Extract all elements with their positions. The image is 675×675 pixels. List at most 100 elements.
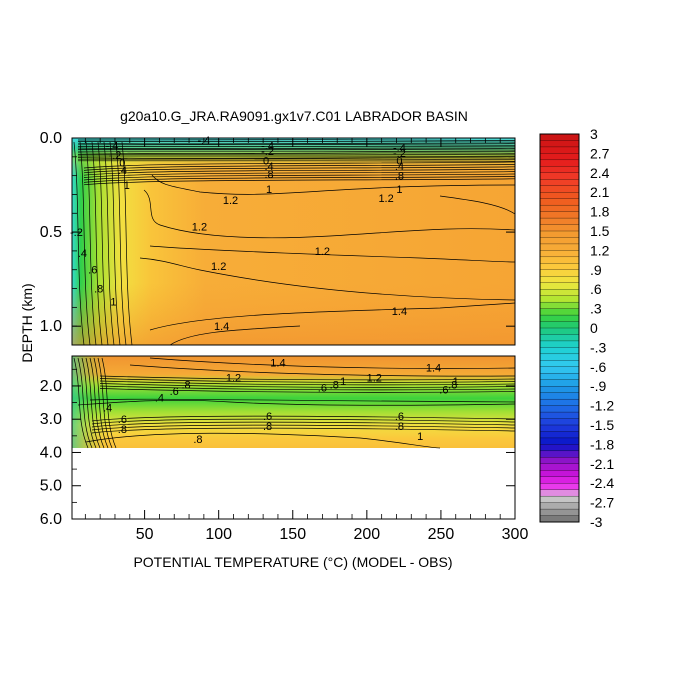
contour-label: 0 [119,157,125,169]
contour-label: 1.2 [192,221,207,233]
colorbar-segment [539,230,580,238]
colorbar-segment [539,431,580,439]
contour-label: 0 [263,156,269,168]
colorbar-tick-label: -2.4 [590,475,614,491]
contour-line [115,141,127,346]
colorbar-segment [539,424,580,432]
colorbar-tick-label: .3 [590,301,602,317]
y-tick-label: 3.0 [40,411,62,428]
x-tick-label: 50 [136,526,154,543]
colorbar-tick-label: -.3 [590,339,607,355]
colorbar-segment [539,159,580,167]
contour-line [83,176,516,183]
lower-panel [71,355,516,520]
lower-contours [73,357,516,449]
contour-line [99,378,516,383]
contour-label: 1.2 [223,195,238,207]
contour-label: .8 [264,169,273,181]
colorbar-segment [539,263,580,271]
contour-label: .6 [439,384,448,396]
contour-label: .4 [155,393,164,405]
contour-line [77,357,93,449]
colorbar-tick-label: -.6 [590,359,607,375]
colorbar-tick-label: 1.2 [590,242,610,258]
y-axis-label: DEPTH (km) [19,283,35,362]
colorbar-segment [539,360,580,368]
contour-line [77,152,516,154]
contour-line [77,157,516,159]
colorbar-segment [539,366,580,374]
contour-line [77,155,516,157]
contour-line [77,148,516,151]
colorbar-segment [539,444,580,452]
x-tick-label: 200 [353,526,380,543]
contour-line [99,388,516,393]
contour-line [77,153,516,156]
colorbar-segment [539,489,580,497]
contour-line [149,357,516,369]
colorbar-segment [539,327,580,335]
contour-line [91,427,516,434]
colorbar-segment [539,217,580,225]
contour-label: 1 [266,184,272,196]
colorbar-segment [539,321,580,329]
contour-line [77,158,516,161]
contour-line [101,357,117,449]
contour-label: -.2 [70,227,83,239]
colorbar-segment [539,237,580,245]
contour-line [151,174,516,195]
colorbar-segment [539,457,580,465]
contour-line [99,375,516,381]
colorbar-tick-label: .6 [590,281,602,297]
contour-line [73,357,89,449]
colorbar-segment [539,411,580,419]
contour-label: 1.4 [214,321,229,333]
colorbar-segment [539,470,580,478]
contour-line [77,150,516,153]
contour-line [91,424,516,431]
contour-line [91,141,103,346]
contour-label: .6 [118,414,127,426]
colorbar-segment [539,153,580,161]
contour-line [77,141,516,143]
contour-labels: -.4 -.4-.2 -.4-.2-.4-.20.40.4.80.4.81 1 11.2… [70,135,459,446]
colorbar-segment [539,256,580,264]
colorbar: 3 2.7 2.4 2.1 1.8 1.5 1.2 .9 .6 .3 0 -.3 -.6 -.9 -1.2 -… [539,126,614,530]
colorbar-segment [539,334,580,342]
colorbar-tick-label: 2.7 [590,145,610,161]
colorbar-tick-label: 1.5 [590,223,610,239]
contour-label: .8 [330,379,339,391]
contour-label: -.4 [106,141,119,153]
contour-line [89,357,105,449]
colorbar-tick-label: .9 [590,262,602,278]
colorbar-segment [539,133,580,141]
colorbar-segment [539,276,580,284]
contour-label: .8 [395,421,404,433]
contour-line [89,398,516,403]
y-tick-label: 1.0 [40,318,62,335]
contour-label: -.2 [261,146,274,158]
contour-line [109,141,121,346]
colorbar-tick-label: 2.1 [590,184,610,200]
contour-line [83,178,516,186]
contour-line [77,160,516,162]
contour-line [91,421,516,428]
contour-label: .4 [103,403,112,415]
colorbar-segment [539,353,580,361]
colorbar-tick-label: -2.1 [590,456,614,472]
colorbar-segment [539,373,580,381]
colorbar-tick-label: 3 [590,126,598,142]
contour-line [149,245,516,263]
x-tick-label: 100 [205,526,232,543]
colorbar-segment [539,450,580,458]
y-tick-label: 0.0 [40,130,62,147]
colorbar-segment [539,308,580,316]
colorbar-segment [539,204,580,213]
contour-line [91,418,516,425]
contour-label: 1 [396,184,402,196]
contour-label: .8 [395,171,404,183]
contour-line [169,325,301,346]
colorbar-segment [539,405,580,413]
chart-title: g20a10.G_JRA.RA9091.gx1v7.C01 LABRADOR B… [120,108,468,124]
contour-label: 1.4 [270,358,285,370]
